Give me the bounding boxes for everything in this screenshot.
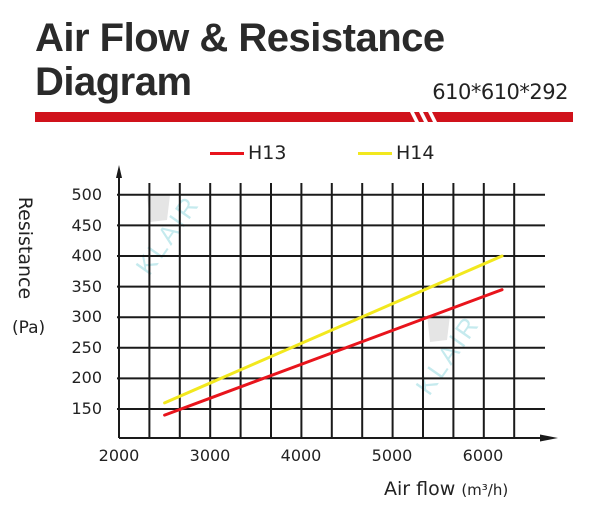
y-tick-400: 400 [71,246,102,265]
y-tick-300: 300 [71,307,102,326]
legend-swatch-h14 [358,151,392,155]
axes [116,165,558,442]
x-tick-6000: 6000 [462,446,504,465]
y-tick-350: 350 [71,277,102,296]
title-line-2: Diagram [35,60,192,104]
x-axis-label: Air flow (m³/h) [384,478,509,500]
y-axis-unit: (Pa) [12,318,46,338]
grid-lines [117,183,545,438]
data-series [163,254,504,417]
title-line-1: Air Flow & Resistance [35,16,445,60]
legend-item-h14: H14 [358,142,434,164]
legend-label-h13: H13 [248,142,287,164]
y-tick-500: 500 [71,185,102,204]
chart-title: Air Flow & Resistance Diagram [35,16,445,104]
y-tick-200: 200 [71,368,102,387]
series-line-h14 [163,254,504,405]
series-line-h13 [163,288,504,417]
x-axis-unit: (m³/h) [461,481,509,499]
header-red-bar [35,112,573,122]
y-tick-250: 250 [71,338,102,357]
x-tick-5000: 5000 [371,446,413,465]
legend-swatch-h13 [210,151,244,155]
filter-dimensions: 610*610*292 [432,80,568,104]
legend-label-h14: H14 [396,142,435,164]
legend-item-h13: H13 [210,142,286,164]
x-tick-2000: 2000 [98,446,140,465]
x-tick-4000: 4000 [280,446,322,465]
y-tick-150: 150 [71,399,102,418]
x-tick-3000: 3000 [189,446,231,465]
y-tick-450: 450 [71,216,102,235]
